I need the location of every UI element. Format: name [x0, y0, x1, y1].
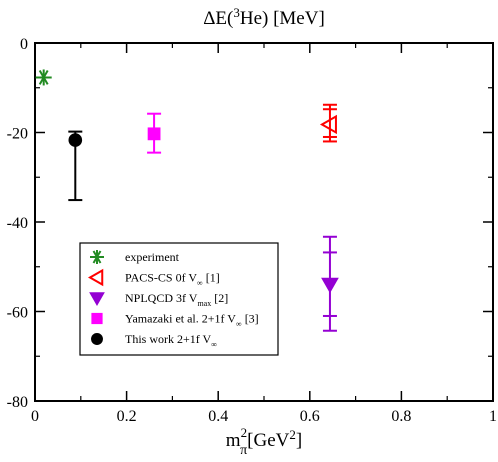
xlabel-m: m: [226, 430, 241, 451]
xlabel-subscript: π: [240, 443, 247, 458]
data-point: [147, 127, 161, 141]
data-point: [321, 277, 339, 294]
series-3: [147, 112, 162, 154]
y-tick-label: -40: [7, 215, 28, 232]
data-marks: [35, 69, 339, 332]
x-tick-label: 0.8: [391, 408, 411, 425]
series-2: [321, 235, 339, 332]
xlabel-unit: [GeV: [247, 430, 289, 451]
legend-marker: [87, 268, 104, 287]
legend-marker: [90, 250, 104, 264]
legend-label: experiment: [125, 250, 180, 264]
y-tick-label: -60: [7, 305, 28, 322]
series-0: [35, 69, 52, 86]
title-main: ΔE(: [203, 8, 233, 29]
legend-label: NPLQCD 3f Vmax [2]: [125, 291, 228, 308]
xlabel-superscript: 2: [241, 425, 248, 440]
legend-box: [79, 242, 279, 356]
legend-label: PACS-CS 0f V∞ [1]: [125, 271, 220, 288]
legend-label: Yamazaki et al. 2+1f V∞ [3]: [125, 312, 259, 329]
y-tick-label: -80: [7, 394, 28, 411]
series-4: [68, 130, 83, 202]
chart-title-text: ΔE(3He) [MeV]: [203, 5, 325, 29]
legend-marker: [89, 292, 105, 307]
xlabel-unit-end: ]: [296, 430, 302, 451]
x-axis-label-text: m2 π[GeV2]: [226, 425, 302, 458]
y-tick-label: 0: [20, 36, 28, 53]
x-tick-label: 0.6: [300, 408, 320, 425]
x-tick-label: 0: [31, 408, 39, 425]
data-point: [35, 69, 52, 86]
legend-marker: [91, 333, 103, 345]
legend-marker: [91, 312, 103, 325]
x-tick-label: 0.2: [117, 408, 137, 425]
data-point: [319, 114, 337, 135]
data-point: [68, 133, 83, 147]
x-tick-label: 0.4: [208, 408, 228, 425]
x-tick-label: 1: [489, 408, 497, 425]
series-1: [319, 103, 337, 143]
title-rest: He) [MeV]: [240, 8, 325, 29]
legend-label: This work 2+1f V∞: [125, 332, 217, 349]
x-axis-label: m2 π[GeV2]: [226, 425, 302, 458]
chart-title: ΔE(3He) [MeV]: [203, 5, 325, 29]
xlabel-unit-superscript: 2: [289, 427, 296, 442]
title-superscript: 3: [233, 5, 240, 20]
axes: 0 0.2 0.4 0.6 0.8 1 0 -20 -40 -60 -80: [7, 36, 497, 425]
y-tick-label: -20: [7, 126, 28, 143]
legend: experiment PACS-CS 0f V∞ [1] NPLQCD 3f Vma…: [79, 242, 279, 356]
